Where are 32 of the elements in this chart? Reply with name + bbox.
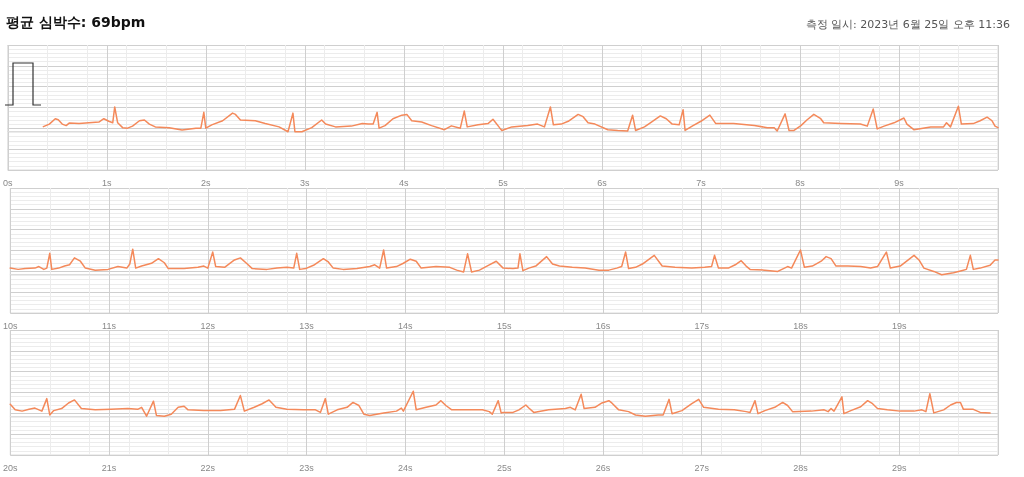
x-tick-label: 17s [694,320,710,331]
x-tick-label: 11s [102,320,117,331]
x-tick-label: 3s [300,177,311,188]
x-tick-label: 0s [2,177,13,188]
x-tick-label: 13s [299,320,315,331]
chart-title: 평균 심박수: 69bpm [6,14,146,32]
x-tick-label: 5s [498,177,509,188]
x-tick-label: 12s [200,320,216,331]
x-tick-label: 29s [891,462,907,473]
x-tick-label: 23s [299,462,315,473]
x-tick-label: 6s [597,177,608,188]
x-tick-label: 28s [793,462,809,473]
x-tick-label: 22s [200,462,216,473]
x-tick-label: 15s [496,320,512,331]
x-tick-label: 20s [3,462,19,473]
x-tick-label: 10s [3,320,19,331]
x-tick-label: 19s [891,320,907,331]
x-tick-label: 8s [795,177,806,188]
x-tick-label: 16s [595,320,611,331]
x-tick-label: 21s [101,462,117,473]
x-tick-label: 24s [398,462,414,473]
x-tick-label: 25s [496,462,512,473]
x-tick-label: 14s [398,320,414,331]
chart-subtitle: 측정 일시: 2023년 6월 25일 오후 11:36 [805,17,1010,32]
x-tick-label: 7s [696,177,707,188]
x-tick-label: 18s [793,320,809,331]
x-tick-label: 26s [595,462,611,473]
x-tick-label: 2s [201,177,212,188]
x-tick-label: 9s [894,177,905,188]
x-tick-label: 1s [102,177,113,188]
x-tick-label: 4s [399,177,410,188]
x-tick-label: 27s [694,462,710,473]
